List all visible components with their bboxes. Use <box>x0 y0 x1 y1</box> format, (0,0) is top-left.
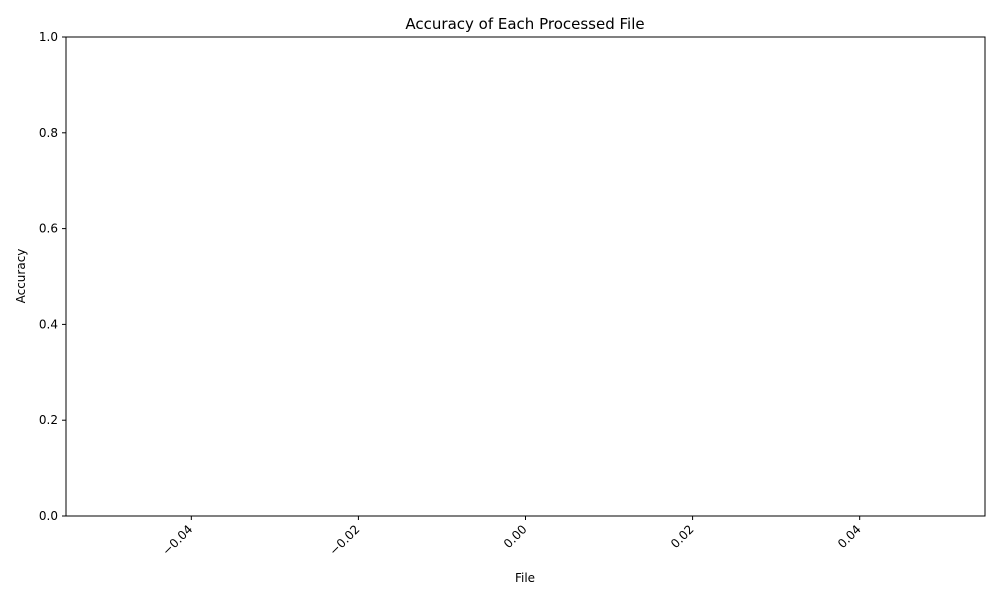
y-tick-label: 0.6 <box>39 222 58 236</box>
y-tick-label: 0.0 <box>39 509 58 523</box>
y-tick-label: 0.4 <box>39 317 58 331</box>
x-axis-label: File <box>515 571 535 585</box>
x-tick-label: −0.02 <box>327 522 363 558</box>
x-tick-label: −0.04 <box>160 522 196 558</box>
y-tick-label: 0.8 <box>39 126 58 140</box>
axes-frame <box>65 36 986 517</box>
chart-title: Accuracy of Each Processed File <box>405 15 644 33</box>
y-tick-label: 1.0 <box>39 30 58 44</box>
x-tick-label: 0.02 <box>668 522 697 551</box>
y-axis: 0.0 0.2 0.4 0.6 0.8 1.0 <box>39 30 66 523</box>
x-axis: −0.04 −0.02 0.00 0.02 0.04 <box>160 516 864 558</box>
y-axis-label: Accuracy <box>14 249 28 304</box>
plot-area <box>65 36 986 517</box>
y-tick-label: 0.2 <box>39 413 58 427</box>
x-tick-label: 0.00 <box>501 522 530 551</box>
x-tick-label: 0.04 <box>835 522 864 551</box>
